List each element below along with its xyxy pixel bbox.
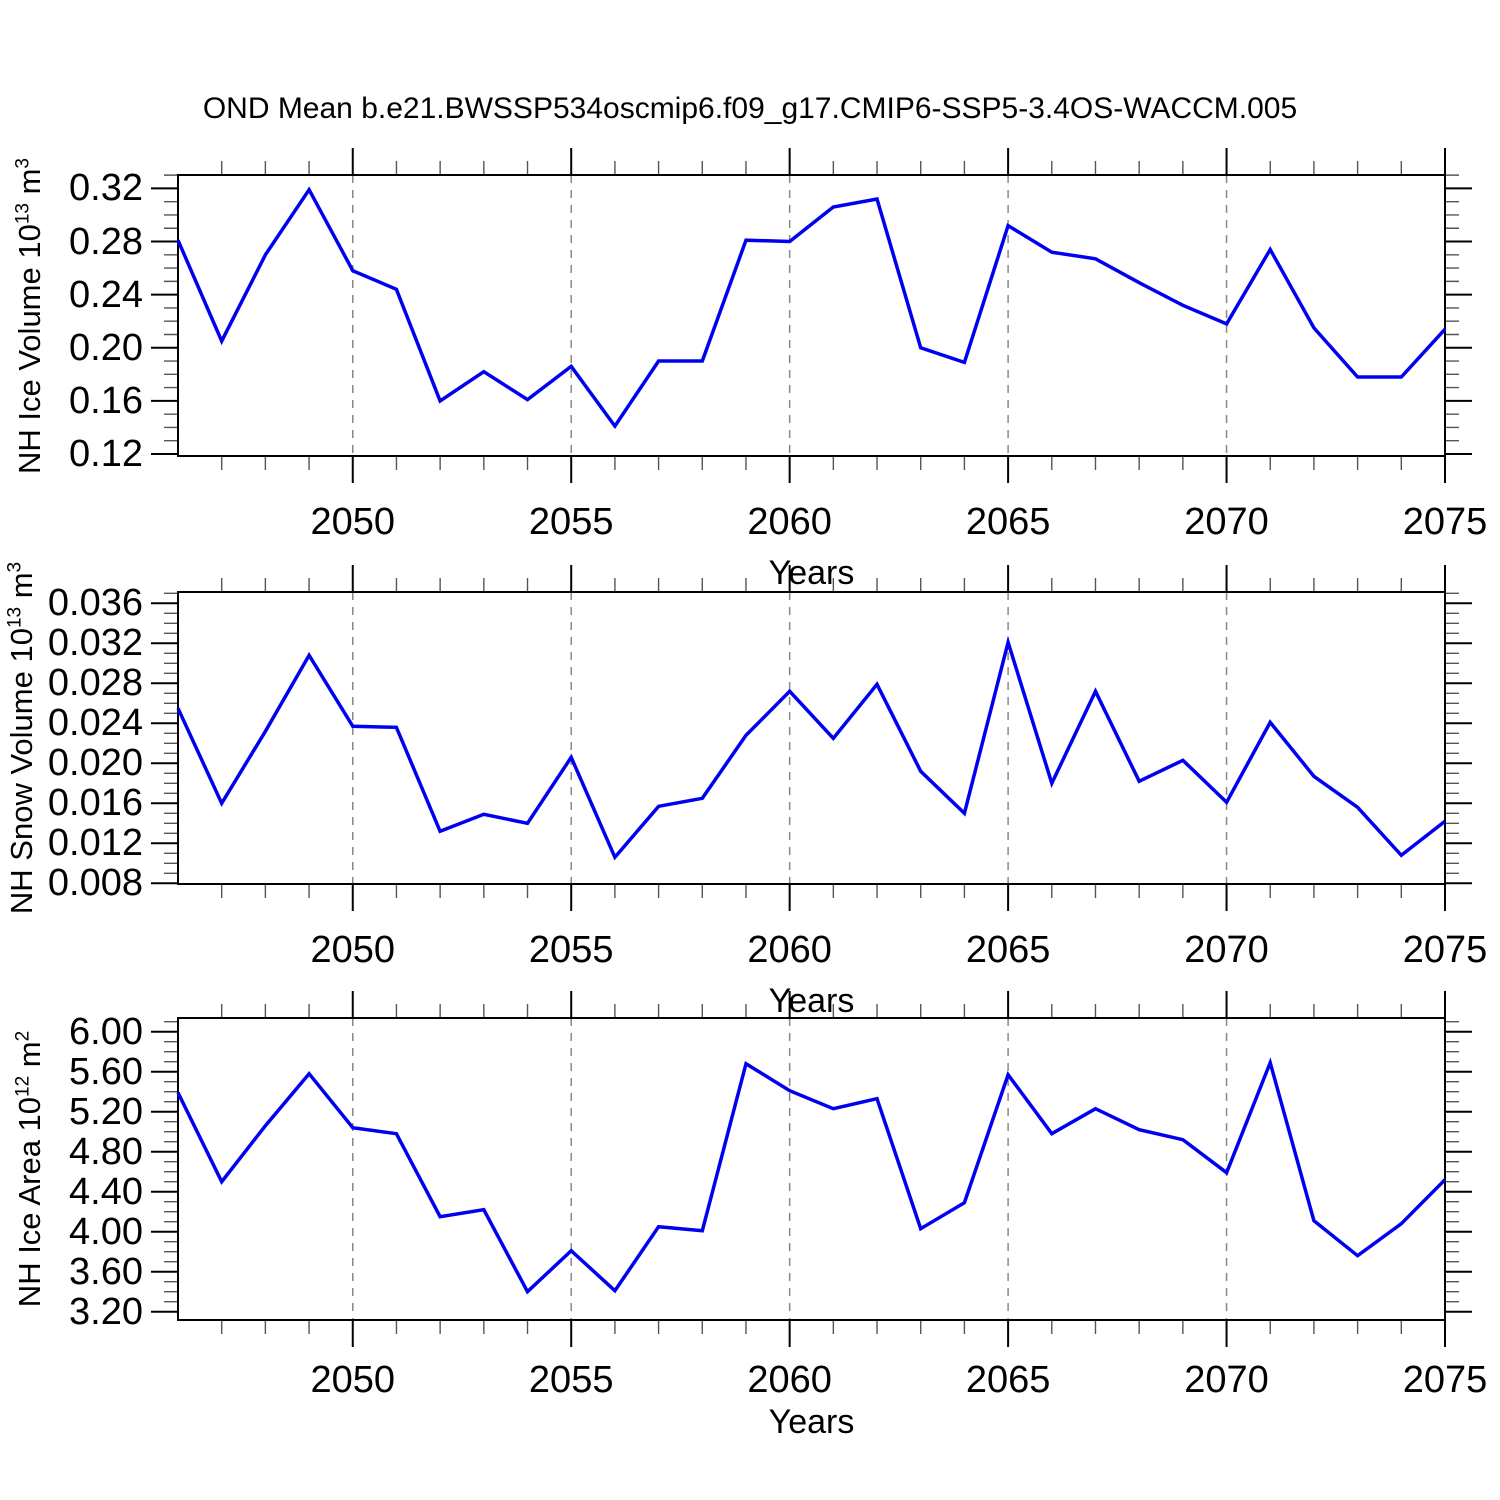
x-tick-label: 2075 [1402,929,1488,971]
minor-ticks [164,578,1459,898]
x-axis-label-years: Years [768,982,855,1020]
x-tick-label: 2070 [1184,929,1269,971]
y-tick-label: 3.20 [69,1290,143,1333]
x-tick-label: 2065 [965,501,1051,543]
data-line-nh-snow-volume [176,635,1447,861]
x-tick-label: 2070 [1184,501,1269,543]
y-tick-label: 0.20 [69,326,143,369]
y-tick-label: 0.28 [69,220,143,263]
x-tick-label: 2060 [747,501,832,543]
x-axis-label-years: Years [768,1403,855,1441]
y-tick-label: 0.024 [47,702,143,745]
major-ticks [151,565,1472,911]
x-tick-label: 2055 [528,929,614,971]
y-tick-label: 3.60 [69,1250,143,1293]
y-tick-label: 0.12 [69,433,143,475]
minor-ticks [164,1004,1459,1334]
plot-border [177,591,1446,885]
x-tick-label: 2050 [310,1359,396,1401]
y-tick-label: 0.036 [47,582,143,625]
x-axis-label-years: Years [768,554,855,592]
plot-border [177,1017,1446,1321]
x-tick-label: 2075 [1402,1359,1488,1401]
x-tick-label: 2055 [528,501,614,543]
chart-title: OND Mean b.e21.BWSSP534oscmip6.f09_g17.C… [202,92,1298,125]
data-line-nh-ice-volume [176,186,1447,430]
x-tick-label: 2075 [1402,501,1488,543]
x-tick-label: 2065 [965,929,1051,971]
y-tick-label: 0.016 [47,782,143,825]
major-ticks [151,148,1472,483]
y-tick-label: 0.032 [47,622,143,665]
y-tick-label: 4.40 [69,1170,143,1213]
x-tick-label: 2050 [310,929,396,971]
y-tick-label: 5.60 [69,1050,143,1093]
y-tick-label: 0.32 [69,167,143,210]
plot-border [177,174,1446,457]
x-tick-label: 2060 [747,1359,832,1401]
major-ticks [151,991,1472,1347]
y-tick-label: 0.008 [47,862,143,905]
x-tick-label: 2065 [965,1359,1051,1401]
x-tick-label: 2055 [528,1359,614,1401]
y-tick-label: 0.028 [47,662,143,705]
data-line-nh-ice-area [176,1057,1447,1295]
y-tick-label: 0.24 [69,273,143,316]
y-tick-label: 4.80 [69,1130,143,1173]
x-tick-label: 2050 [310,501,396,543]
minor-ticks [164,161,1459,470]
y-tick-label: 0.012 [47,822,143,865]
y-tick-label: 0.16 [69,379,143,422]
y-tick-label: 0.020 [47,742,143,785]
x-tick-label: 2070 [1184,1359,1269,1401]
y-tick-label: 5.20 [69,1090,143,1133]
y-tick-label: 6.00 [69,1010,143,1053]
x-tick-label: 2060 [747,929,832,971]
y-tick-label: 4.00 [69,1210,143,1253]
